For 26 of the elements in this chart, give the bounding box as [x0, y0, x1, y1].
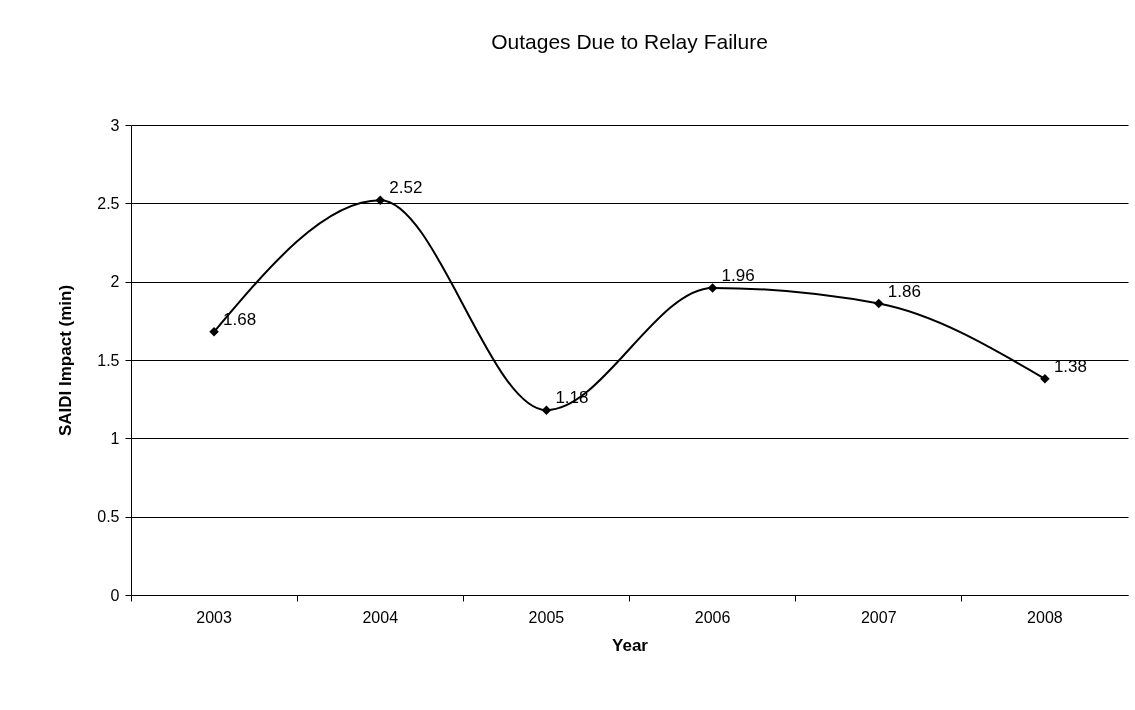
y-tick-label: 2 [110, 273, 120, 291]
point [707, 283, 718, 293]
y-axis-title: SAIDI Impact (min) [56, 284, 76, 437]
y-tick-label: 0 [110, 586, 120, 604]
point [209, 327, 219, 337]
x-tick-label: 2006 [694, 608, 731, 626]
data-label: 1.86 [887, 281, 921, 301]
point [375, 195, 385, 205]
data-label: 1.68 [223, 309, 257, 329]
y-tick-label: 1 [110, 429, 120, 447]
point [874, 298, 884, 309]
x-tick-label: 2008 [1027, 608, 1063, 626]
x-axis-title: Year [612, 635, 649, 655]
y-tick-label: 3 [110, 116, 120, 134]
y-tick-label: 2.5 [97, 194, 120, 212]
y-tick-label: 0.5 [97, 508, 120, 526]
data-label: 2.52 [389, 178, 423, 198]
x-tick-label: 2007 [860, 608, 897, 626]
chart-title: Outages Due to Relay Failure [491, 30, 768, 53]
x-tick-label: 2005 [528, 608, 565, 626]
x-tick-label: 2004 [362, 608, 399, 626]
point [541, 405, 552, 415]
point [1040, 374, 1050, 384]
y-tick-label: 1.5 [97, 351, 120, 369]
data-label: 1.96 [721, 265, 755, 285]
x-tick-label: 2003 [196, 608, 232, 626]
